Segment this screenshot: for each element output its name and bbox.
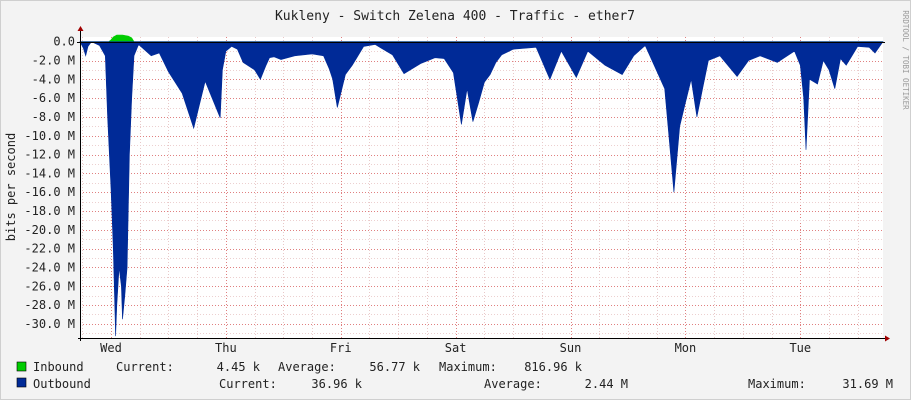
legend-inbound-current-label: Current: <box>116 360 174 374</box>
legend-outbound-maximum: 31.69 M <box>842 377 893 391</box>
y-tick-labels: 0.0 -2.0 M -4.0 M -6.0 M -8.0 M -10.0 M -12.0 … <box>24 35 75 331</box>
y-tick-label: -4.0 M <box>32 72 75 86</box>
x-tick-label: Thu <box>215 341 237 355</box>
x-tick-label: Wed <box>100 341 122 355</box>
y-tick-label: -6.0 M <box>32 91 75 105</box>
y-tick-label: -20.0 M <box>24 223 75 237</box>
data-areas <box>79 34 884 337</box>
axes <box>77 26 890 342</box>
legend-name-outbound: Outbound <box>33 377 91 391</box>
y-tick-label: -14.0 M <box>24 166 75 180</box>
y-tick-label: -18.0 M <box>24 204 75 218</box>
legend-inbound-average-label: Average: <box>278 360 336 374</box>
legend-swatch-outbound <box>16 377 27 388</box>
y-tick-label: -28.0 M <box>24 298 75 312</box>
x-tick-label: Fri <box>330 341 352 355</box>
series-area-outbound <box>79 41 884 337</box>
x-tick-labels: Wed Thu Fri Sat Sun Mon Tue <box>100 341 811 355</box>
y-axis-arrow <box>77 26 84 31</box>
y-tick-label: -12.0 M <box>24 148 75 162</box>
legend-inbound-current: 4.45 k <box>217 360 261 374</box>
legend-outbound-maximum-label: Maximum: <box>748 377 806 391</box>
y-tick-label: -30.0 M <box>24 317 75 331</box>
legend-outbound-current: 36.96 k <box>311 377 362 391</box>
y-tick-label: -24.0 M <box>24 260 75 274</box>
x-tick-label: Tue <box>789 341 811 355</box>
y-tick-label: -8.0 M <box>32 110 75 124</box>
legend-outbound-average-label: Average: <box>484 377 542 391</box>
y-tick-label: 0.0 <box>53 35 75 49</box>
legend-inbound-maximum: 816.96 k <box>524 360 583 374</box>
legend-outbound-average: 2.44 M <box>585 377 628 391</box>
legend-outbound-current-label: Current: <box>219 377 277 391</box>
legend-swatch-inbound <box>16 361 27 372</box>
y-tick-label: -26.0 M <box>24 279 75 293</box>
watermark: RRDTOOL / TOBI OETIKER <box>901 10 910 110</box>
y-tick-label: -16.0 M <box>24 185 75 199</box>
legend-inbound-average: 56.77 k <box>369 360 420 374</box>
legend-inbound-maximum-label: Maximum: <box>439 360 497 374</box>
y-tick-label: -2.0 M <box>32 54 75 68</box>
grid <box>80 37 883 338</box>
y-axis-label: bits per second <box>4 133 18 241</box>
legend-name-inbound: Inbound <box>33 360 84 374</box>
x-tick-label: Sat <box>445 341 467 355</box>
chart-title: Kukleny - Switch Zelena 400 - Traffic - … <box>275 9 635 24</box>
x-axis-arrow <box>885 335 890 342</box>
x-tick-label: Sun <box>560 341 582 355</box>
y-tick-label: -22.0 M <box>24 242 75 256</box>
x-tick-label: Mon <box>675 341 697 355</box>
y-tick-label: -10.0 M <box>24 129 75 143</box>
